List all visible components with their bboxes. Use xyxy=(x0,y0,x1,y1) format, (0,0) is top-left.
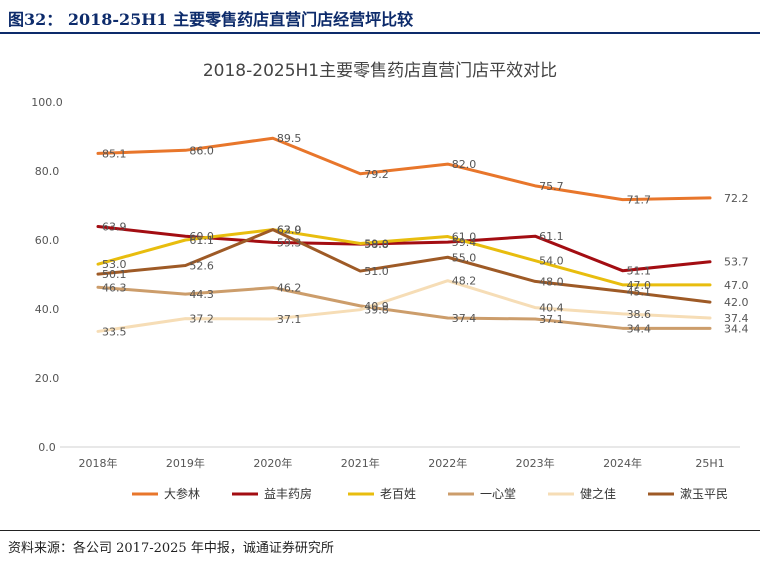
x-tick-label: 2023年 xyxy=(516,456,555,470)
data-label: 59.4 xyxy=(452,236,477,249)
data-label: 39.8 xyxy=(364,304,389,317)
y-tick-label: 60.0 xyxy=(35,234,60,247)
y-tick-label: 80.0 xyxy=(35,165,60,178)
figure-source: 资料来源：各公司 2017-2025 年中报，诚通证券研究所 xyxy=(8,541,334,556)
data-label: 63.9 xyxy=(102,221,127,234)
data-labels: 85.1 86.0 89.5 79.2 82.0 75.7 71.7 72.2 63.9 60.0… xyxy=(102,132,749,338)
figure-title: 图32： 2018-25H1 主要零售药店直营门店经营坪比较 xyxy=(8,10,414,29)
x-tick-label: 2022年 xyxy=(428,456,467,470)
data-label: 59.0 xyxy=(364,237,389,250)
data-label: 59.3 xyxy=(277,236,302,249)
x-tick-label: 2020年 xyxy=(253,456,292,470)
data-label: 62.9 xyxy=(277,224,302,237)
data-label: 51.0 xyxy=(364,265,389,278)
x-tick-label: 2018年 xyxy=(79,456,118,470)
data-label: 53.7 xyxy=(724,256,749,269)
data-label: 40.4 xyxy=(539,302,564,315)
data-label: 53.0 xyxy=(102,258,127,271)
y-tick-label: 20.0 xyxy=(35,372,60,385)
data-label: 34.4 xyxy=(724,322,749,335)
legend: 大参林 益丰药房 老百姓 一心堂 健之佳 漱玉平民 xyxy=(132,486,728,501)
data-label: 60.0 xyxy=(189,230,214,243)
y-tick-label: 100.0 xyxy=(31,96,63,109)
data-label: 47.0 xyxy=(627,279,652,292)
data-label: 46.3 xyxy=(102,281,127,294)
data-label: 37.1 xyxy=(277,313,302,326)
data-label: 44.3 xyxy=(189,288,214,301)
data-label: 37.4 xyxy=(452,312,477,325)
data-label: 45.1 xyxy=(627,285,652,298)
data-label: 37.2 xyxy=(189,313,214,326)
data-label: 61.0 xyxy=(452,231,477,244)
figure-header: 图32： 2018-25H1 主要零售药店直营门店经营坪比较 xyxy=(0,0,760,34)
data-label: 50.1 xyxy=(102,268,127,281)
data-label: 42.0 xyxy=(724,296,749,309)
y-tick-label: 40.0 xyxy=(35,303,60,316)
legend-label: 一心堂 xyxy=(480,487,516,501)
header-rule xyxy=(0,32,760,34)
data-label: 51.1 xyxy=(627,265,652,278)
legend-label: 健之佳 xyxy=(580,487,616,501)
data-label: 85.1 xyxy=(102,147,127,160)
footer-rule xyxy=(0,530,760,531)
legend-label: 大参林 xyxy=(164,486,200,501)
legend-label: 老百姓 xyxy=(380,487,416,501)
data-label: 55.0 xyxy=(452,251,477,264)
legend-label: 漱玉平民 xyxy=(680,487,728,501)
data-label: 63.0 xyxy=(277,224,302,237)
data-label: 79.2 xyxy=(364,168,389,181)
data-label: 46.2 xyxy=(277,282,302,295)
y-tick-label: 0.0 xyxy=(38,441,56,454)
data-label: 48.0 xyxy=(539,275,564,288)
x-axis: 2018年 2019年 2020年 2021年 2022年 2023年 2024年 25H1 xyxy=(60,446,740,470)
legend-label: 益丰药房 xyxy=(264,486,312,501)
data-label: 34.4 xyxy=(627,322,652,335)
data-label: 37.4 xyxy=(724,312,749,325)
x-tick-label: 2019年 xyxy=(166,456,205,470)
x-tick-label: 25H1 xyxy=(695,457,724,470)
data-label: 89.5 xyxy=(277,132,302,145)
data-label: 54.0 xyxy=(539,255,564,268)
data-label: 75.7 xyxy=(539,180,564,193)
data-label: 61.1 xyxy=(189,234,214,247)
data-label: 40.9 xyxy=(364,300,389,313)
data-label: 72.2 xyxy=(724,192,749,205)
data-label: 86.0 xyxy=(189,144,214,157)
series-line-5 xyxy=(96,279,712,333)
data-label: 61.1 xyxy=(539,230,564,243)
x-tick-label: 2024年 xyxy=(603,456,642,470)
line-chart: 2018-2025H1主要零售药店直营门店平效对比 0.0 20.0 40.0 60.… xyxy=(31,61,749,501)
data-label: 82.0 xyxy=(452,158,477,171)
chart-title: 2018-2025H1主要零售药店直营门店平效对比 xyxy=(203,61,557,81)
series-line-6 xyxy=(96,228,712,304)
x-tick-label: 2021年 xyxy=(341,456,380,470)
data-label: 37.1 xyxy=(539,313,564,326)
data-label: 47.0 xyxy=(724,279,749,292)
series-line-4 xyxy=(96,285,712,330)
data-label: 71.7 xyxy=(627,194,652,207)
y-axis: 0.0 20.0 40.0 60.0 80.0 100.0 xyxy=(31,96,63,454)
data-label: 38.6 xyxy=(627,308,652,321)
data-label: 52.6 xyxy=(189,260,214,273)
series-line-1 xyxy=(96,136,712,202)
data-label: 33.5 xyxy=(102,325,127,338)
series-lines xyxy=(96,136,712,333)
series-line-3 xyxy=(96,228,712,287)
data-label: 58.8 xyxy=(364,238,389,251)
data-label: 48.2 xyxy=(452,275,477,288)
